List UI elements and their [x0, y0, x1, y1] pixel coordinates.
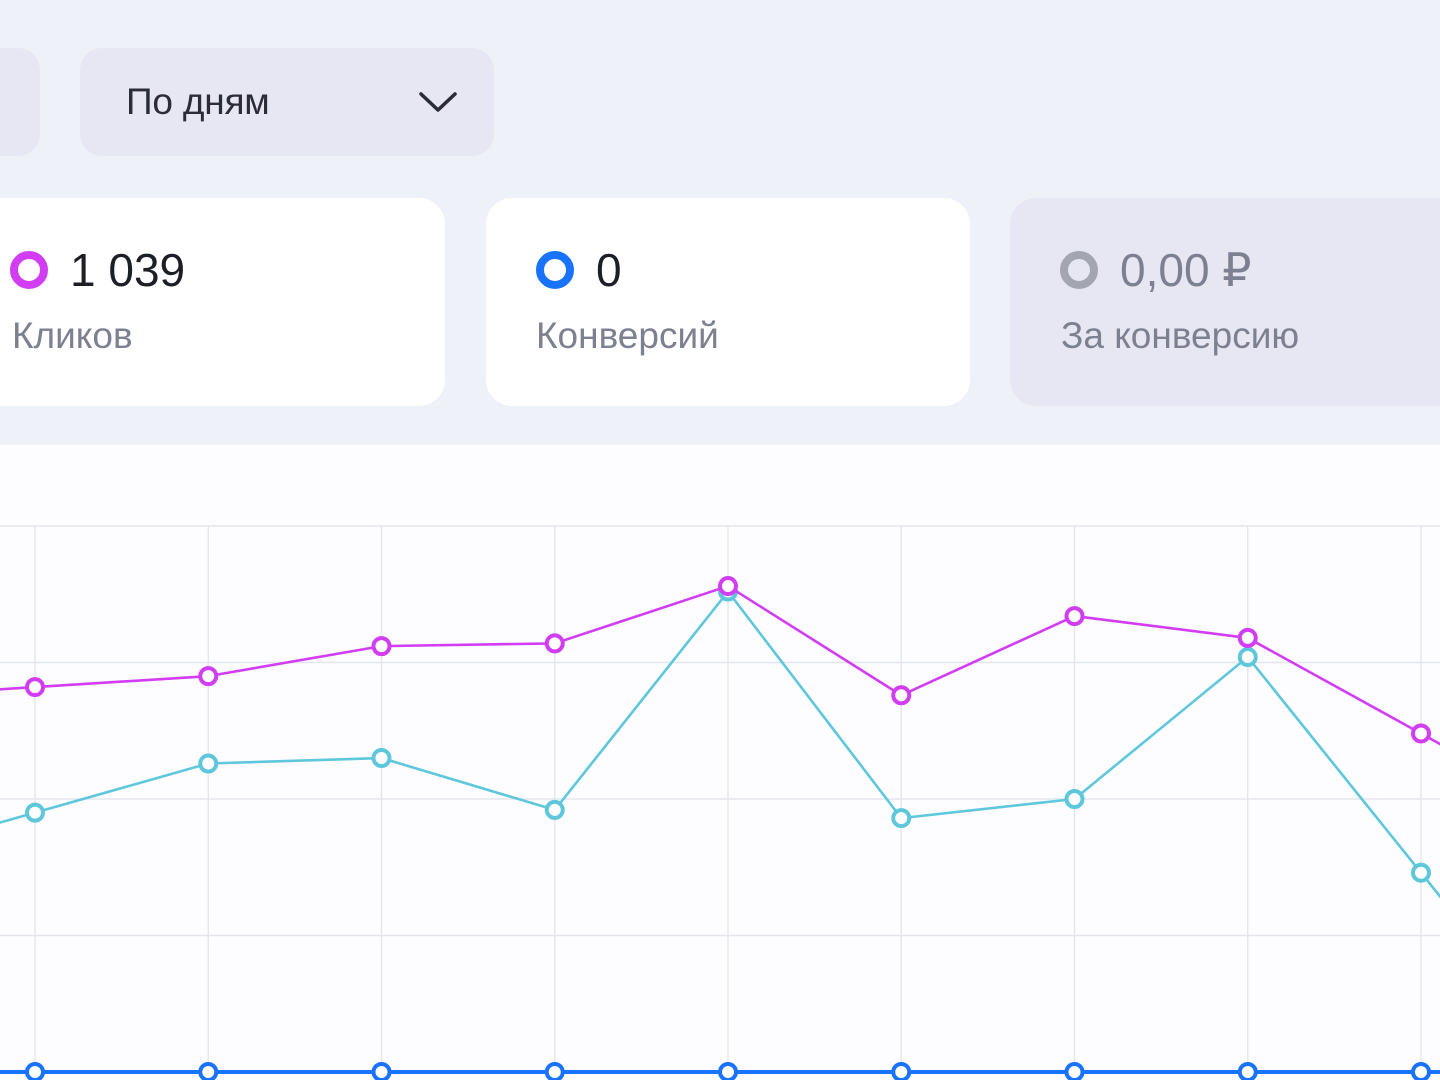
data-point-clicks: [1237, 627, 1258, 648]
data-point-clicks: [1411, 723, 1431, 744]
data-point-secondary: [544, 799, 565, 820]
series-line-clicks: [0, 584, 1440, 746]
metric-value-clicks: 1 039: [70, 244, 186, 296]
line-chart: [0, 525, 1440, 1080]
cost-per-conversion-series-marker-icon: [1060, 251, 1098, 289]
metric-label-conversions: Конверсий: [536, 315, 719, 356]
data-point-conversions: [1237, 1062, 1258, 1080]
data-point-secondary: [1064, 789, 1085, 809]
series-line-secondary: [0, 590, 1440, 899]
data-point-secondary: [198, 753, 219, 774]
data-point-clicks: [25, 677, 45, 698]
data-point-conversions: [891, 1062, 912, 1080]
data-point-secondary: [1237, 647, 1258, 668]
data-point-clicks: [198, 666, 219, 687]
metric-card-clicks[interactable]: 1 039 Кликов: [0, 198, 445, 406]
data-point-conversions: [544, 1062, 565, 1080]
data-point-clicks: [718, 576, 738, 597]
previous-filter-select[interactable]: [0, 48, 40, 156]
period-grouping-select[interactable]: По дням: [80, 48, 494, 156]
metric-label-clicks: Кликов: [12, 315, 133, 356]
metric-card-conversions[interactable]: 0 Конверсий: [486, 198, 970, 406]
data-point-clicks: [891, 685, 912, 706]
data-point-secondary: [1411, 862, 1431, 883]
metric-value-cost-per-conversion: 0,00 ₽: [1120, 244, 1252, 296]
data-point-conversions: [1064, 1062, 1085, 1080]
period-select-value: По дням: [126, 81, 270, 122]
metric-label-cost-per-conversion: За конверсию: [1061, 315, 1300, 356]
metric-value-conversions: 0: [596, 244, 622, 296]
metric-card-cost-per-conversion[interactable]: 0,00 ₽ За конверсию: [1010, 198, 1440, 406]
clicks-series-marker-icon: [10, 251, 48, 289]
data-point-secondary: [371, 748, 392, 769]
data-point-conversions: [1411, 1062, 1431, 1080]
data-point-conversions: [25, 1062, 45, 1080]
data-point-clicks: [371, 636, 392, 657]
conversions-series-marker-icon: [536, 251, 574, 289]
statistics-chart: [0, 445, 1440, 1080]
chevron-down-icon: [419, 92, 457, 112]
data-point-conversions: [198, 1062, 219, 1080]
data-point-secondary: [891, 808, 912, 829]
data-point-clicks: [544, 633, 565, 654]
data-point-clicks: [1064, 606, 1085, 627]
data-point-conversions: [718, 1062, 738, 1080]
data-point-secondary: [25, 802, 45, 823]
data-point-conversions: [371, 1062, 392, 1080]
